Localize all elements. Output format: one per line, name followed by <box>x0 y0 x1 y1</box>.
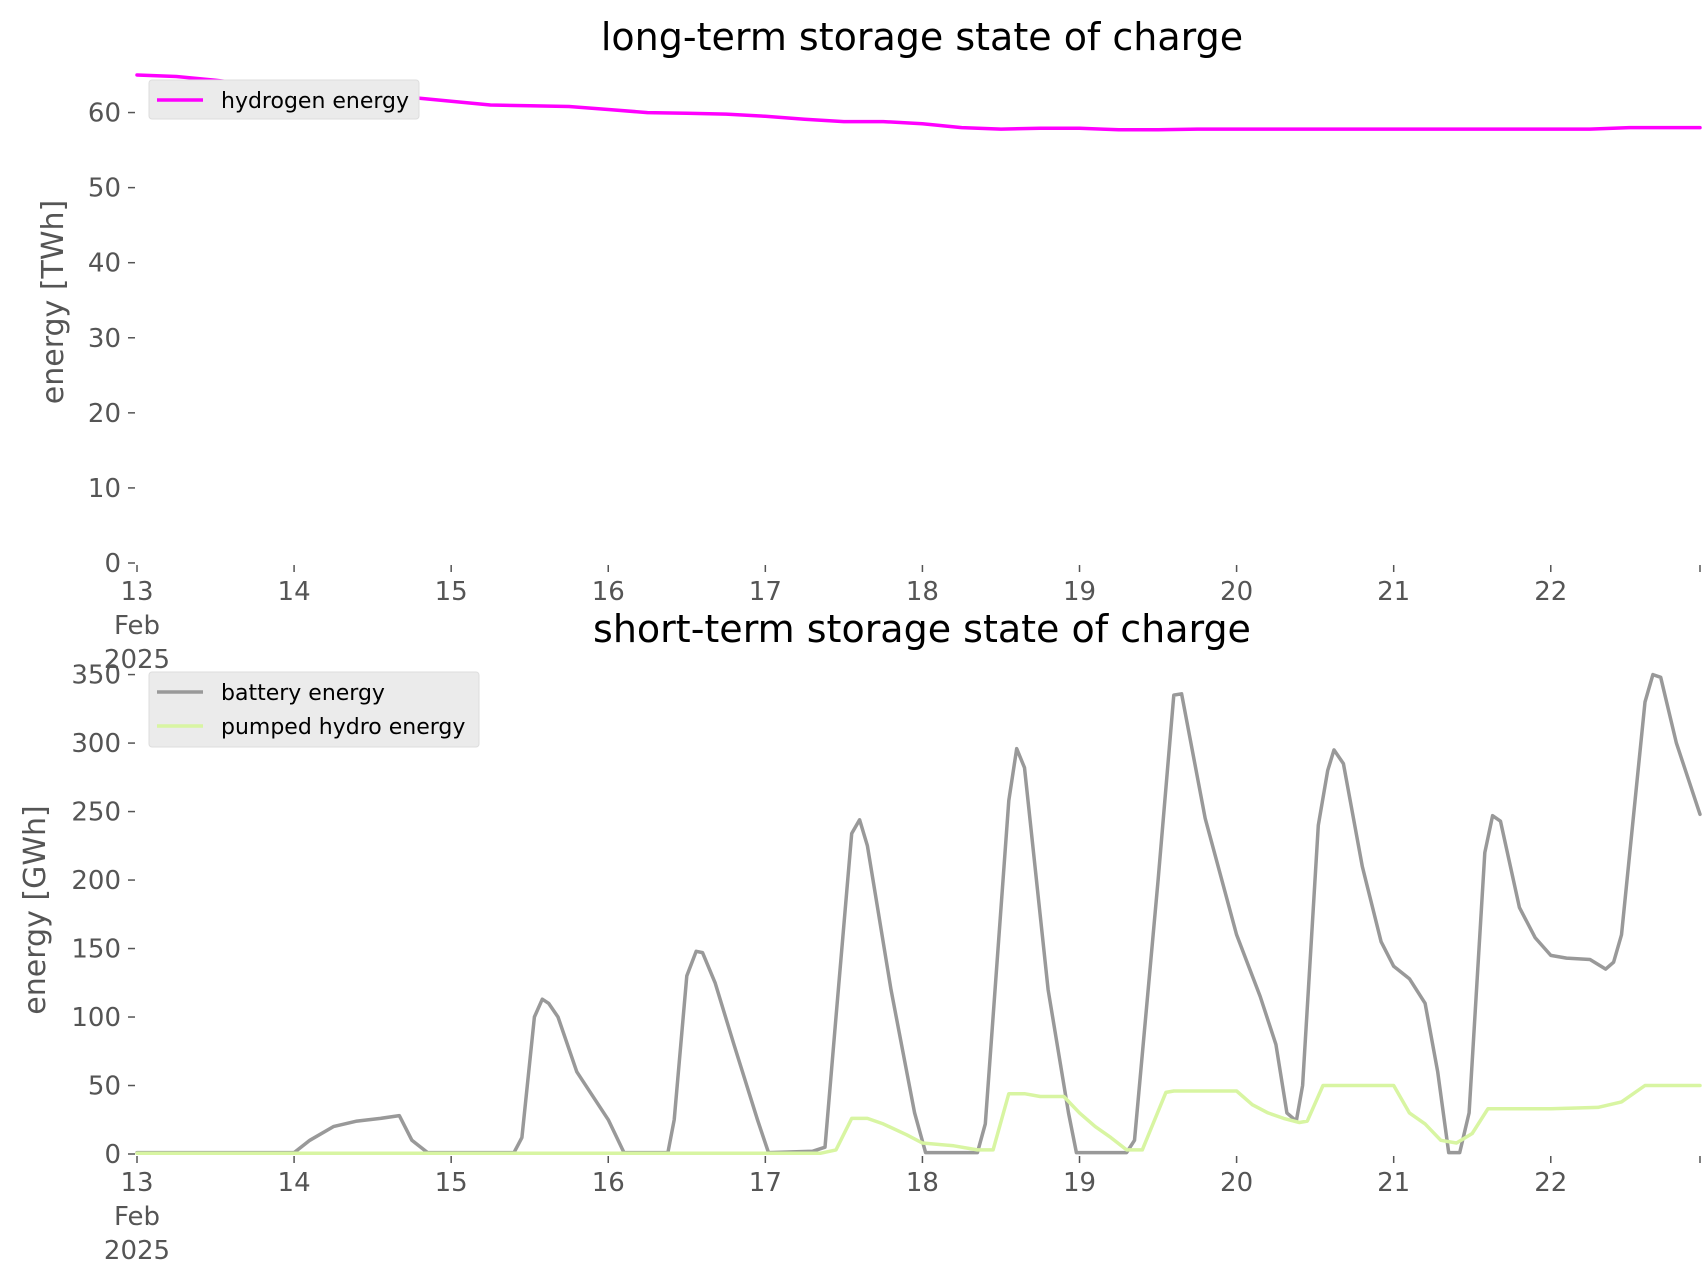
long-term-x-tick-label: 22 <box>1534 577 1567 607</box>
short-term-x-tick-label: 19 <box>1063 1168 1096 1198</box>
long-term-y-tick-label: 10 <box>88 474 121 504</box>
short-term-x-tick-label: 20 <box>1220 1168 1253 1198</box>
short-term-x-tick-label: 15 <box>435 1168 468 1198</box>
long-term-y-tick-label: 30 <box>88 324 121 354</box>
short-term-x-tick-label: 2025 <box>104 1236 170 1266</box>
long-term-x-tick-label: 18 <box>906 577 939 607</box>
short-term-y-tick-label: 200 <box>71 866 121 896</box>
long-term-y-tick-label: 50 <box>88 174 121 204</box>
long-term-legend-box <box>148 79 420 120</box>
short-term-x-tick-label: 22 <box>1534 1168 1567 1198</box>
short-term-series-line-pumped-hydro <box>135 1083 1702 1156</box>
short-term-chart-title: short-term storage state of charge <box>593 607 1251 651</box>
long-term-legend-entry: hydrogen energy <box>221 89 409 114</box>
long-term-y-tick-label: 60 <box>88 99 121 129</box>
short-term-y-tick-label: 350 <box>71 661 121 691</box>
short-term-y-tick-label: 300 <box>71 729 121 759</box>
short-term-y-axis-label: energy [GWh] <box>18 805 53 1014</box>
long-term-y-tick-label: 20 <box>88 399 121 429</box>
long-term-y-tick-label: 0 <box>104 549 121 579</box>
short-term-x-ticks: 13 Feb 2025 14 15 16 17 18 19 20 21 22 <box>104 1156 1701 1266</box>
short-term-x-tick-label: 17 <box>749 1168 782 1198</box>
short-term-y-tick-label: 50 <box>88 1072 121 1102</box>
long-term-x-tick-label: 17 <box>749 577 782 607</box>
short-term-legend-box <box>148 671 480 748</box>
long-term-y-ticks: 0 10 20 30 40 50 60 <box>88 99 135 579</box>
short-term-series-line-battery <box>135 672 1702 1155</box>
short-term-legend: battery energy pumped hydro energy <box>148 671 480 748</box>
long-term-x-tick-label: 2025 <box>104 645 170 675</box>
long-term-x-tick-label: 19 <box>1063 577 1096 607</box>
long-term-x-tick-label: 15 <box>435 577 468 607</box>
long-term-x-tick-label: 21 <box>1377 577 1410 607</box>
short-term-y-tick-label: 100 <box>71 1003 121 1033</box>
short-term-y-tick-label: 250 <box>71 798 121 828</box>
long-term-y-axis-label: energy [TWh] <box>36 200 71 404</box>
long-term-y-tick-label: 40 <box>88 249 121 279</box>
long-term-chart-title: long-term storage state of charge <box>601 15 1243 59</box>
long-term-legend: hydrogen energy <box>148 79 420 120</box>
short-term-x-tick-label: 18 <box>906 1168 939 1198</box>
short-term-y-tick-label: 150 <box>71 935 121 965</box>
short-term-y-ticks: 0 50 100 150 200 250 300 350 <box>71 661 135 1170</box>
short-term-x-tick-label: 21 <box>1377 1168 1410 1198</box>
long-term-x-ticks: 13 Feb 2025 14 15 16 17 18 19 20 21 22 <box>104 565 1701 675</box>
long-term-x-tick-label: 13 <box>120 577 153 607</box>
short-term-x-tick-label: 13 <box>120 1168 153 1198</box>
long-term-x-tick-label: 16 <box>592 577 625 607</box>
short-term-legend-entry: battery energy <box>221 681 385 706</box>
long-term-x-tick-label: Feb <box>114 611 160 641</box>
short-term-legend-entry: pumped hydro energy <box>221 715 465 740</box>
long-term-x-tick-label: 20 <box>1220 577 1253 607</box>
short-term-x-tick-label: Feb <box>114 1202 160 1232</box>
short-term-y-tick-label: 0 <box>104 1140 121 1170</box>
short-term-series-lines <box>135 672 1702 1156</box>
long-term-chart: long-term storage state of charge energy… <box>36 15 1702 675</box>
short-term-x-tick-label: 16 <box>592 1168 625 1198</box>
short-term-x-tick-label: 14 <box>278 1168 311 1198</box>
short-term-chart: short-term storage state of charge energ… <box>18 607 1702 1266</box>
long-term-x-tick-label: 14 <box>278 577 311 607</box>
